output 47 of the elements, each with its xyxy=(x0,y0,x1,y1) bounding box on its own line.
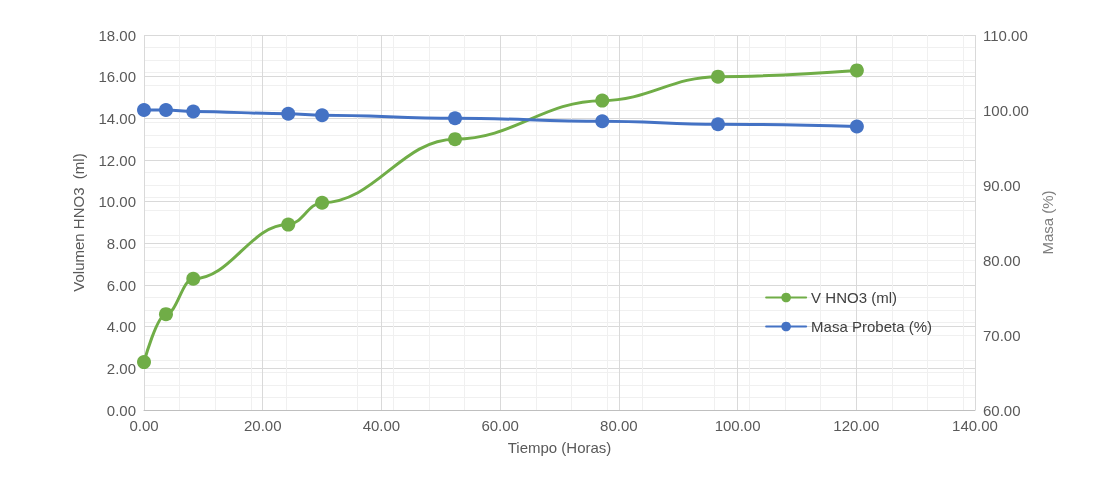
legend-label: V HNO3 (ml) xyxy=(811,289,897,306)
y-tick-label: 12.00 xyxy=(98,151,136,169)
x-axis-title: Tiempo (Horas) xyxy=(507,439,612,456)
y2-axis-title: Masa (%) xyxy=(1038,190,1056,255)
point xyxy=(315,108,330,123)
point xyxy=(158,103,173,117)
x-tick-label: 140.00 xyxy=(952,417,998,434)
point xyxy=(849,119,864,134)
y2-tick-label: 70.00 xyxy=(983,326,1021,344)
y-tick-label: 8.00 xyxy=(106,234,136,252)
y-tick-label: 0.00 xyxy=(106,401,136,419)
point xyxy=(137,355,151,370)
y-tick-label: 16.00 xyxy=(98,68,136,86)
x-tick-label: 20.00 xyxy=(243,417,282,434)
point xyxy=(595,114,610,129)
point xyxy=(137,103,151,117)
y2-tick-label: 110.00 xyxy=(983,26,1028,44)
y-tick-label: 14.00 xyxy=(98,109,136,127)
y-tick-label: 6.00 xyxy=(106,276,136,294)
point xyxy=(281,217,296,232)
y2-tick-label: 90.00 xyxy=(983,176,1021,194)
point xyxy=(448,111,463,126)
point xyxy=(158,307,173,322)
y-tick-label: 2.00 xyxy=(106,359,136,377)
point xyxy=(186,271,201,286)
y-tick-label: 4.00 xyxy=(106,318,136,336)
y2-tick-label: 60.00 xyxy=(983,401,1021,419)
x-tick-label: 120.00 xyxy=(833,417,880,434)
y-tick-label: 10.00 xyxy=(98,193,136,211)
y-tick-label: 18.00 xyxy=(98,26,136,44)
point xyxy=(448,132,463,147)
point xyxy=(186,104,201,119)
x-tick-label: 40.00 xyxy=(362,417,401,434)
point xyxy=(281,106,296,121)
point xyxy=(315,195,330,210)
point xyxy=(711,69,725,84)
x-tick-label: 60.00 xyxy=(481,417,519,434)
y2-tick-label: 80.00 xyxy=(983,251,1021,269)
x-tick-label: 100.00 xyxy=(714,417,761,434)
y-axis-title: Volumen HNO3 (ml) xyxy=(70,153,87,292)
point xyxy=(595,93,610,108)
y2-tick-label: 100.00 xyxy=(983,101,1029,119)
point xyxy=(711,117,725,132)
point xyxy=(849,63,864,78)
x-tick-label: 80.00 xyxy=(600,417,638,434)
legend-label: Masa Probeta (%) xyxy=(811,318,933,335)
x-tick-label: 0.00 xyxy=(129,417,159,434)
